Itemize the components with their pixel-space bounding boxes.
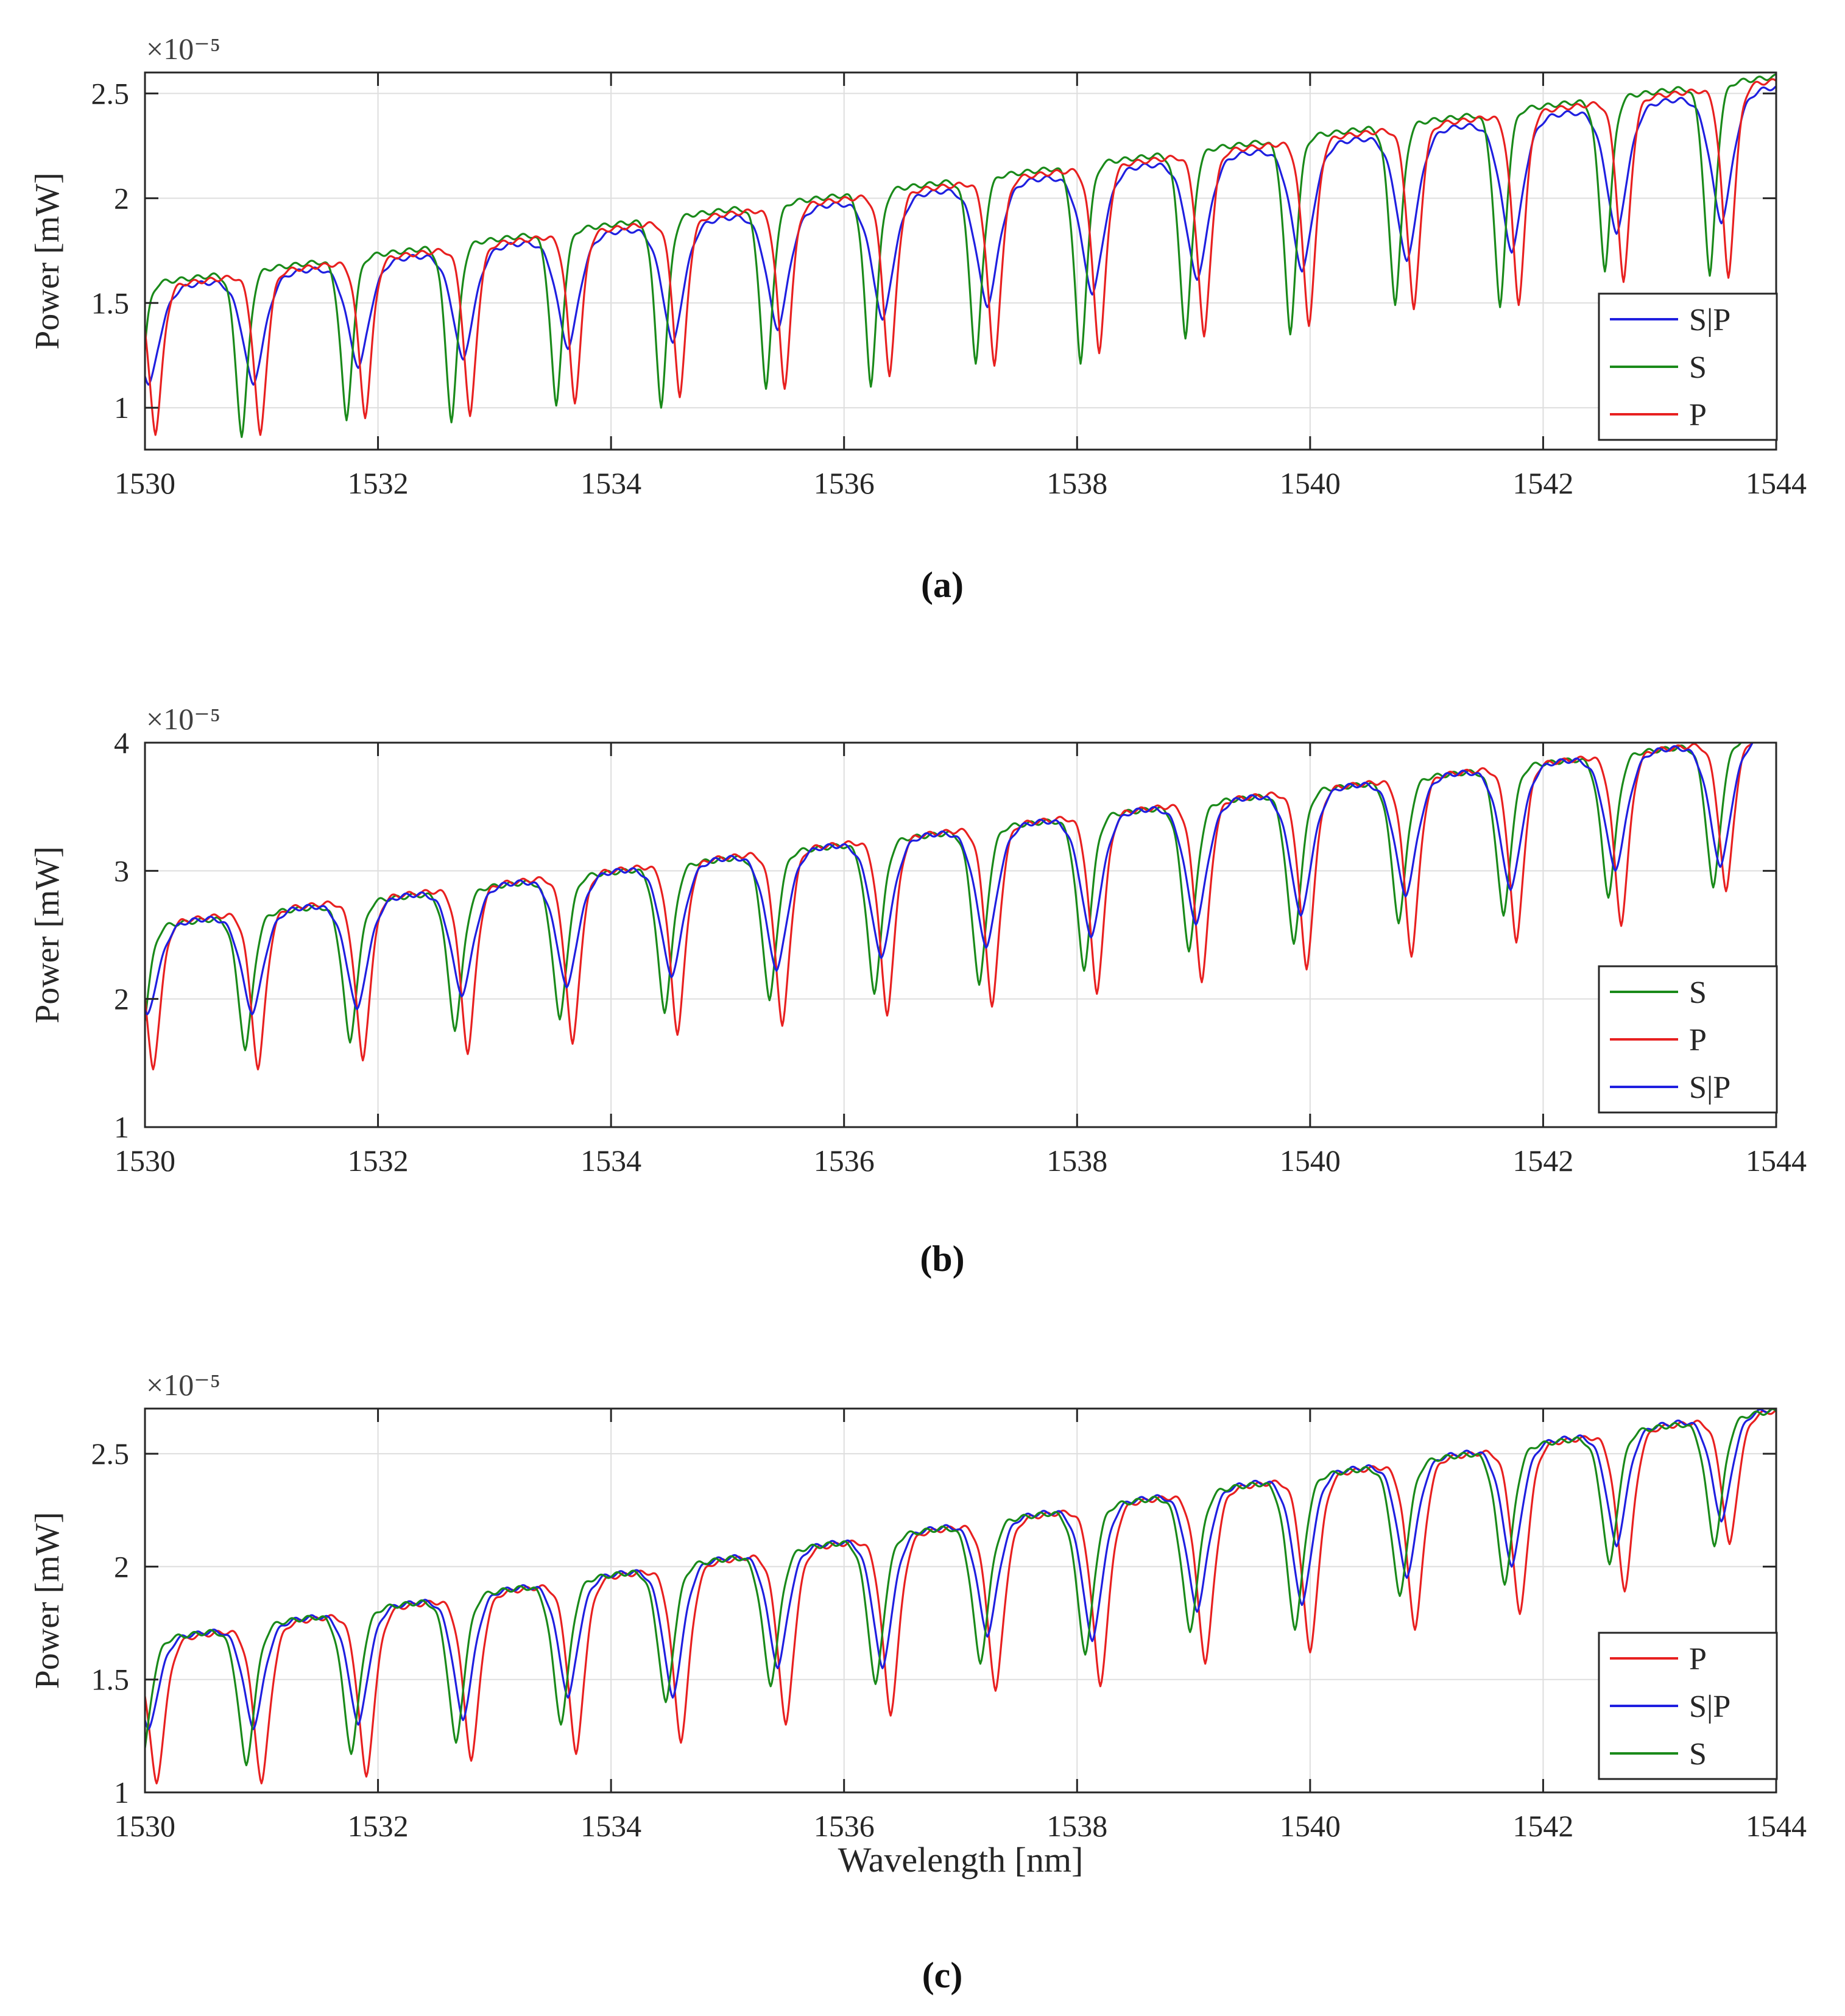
series-line-s — [145, 1409, 1776, 1767]
x-tick-label: 1544 — [1746, 1144, 1807, 1178]
plot-area — [145, 1409, 1776, 1784]
x-tick-label: 1536 — [814, 1144, 875, 1178]
y-axis-label: Power [mW] — [29, 1512, 66, 1689]
x-tick-label: 1542 — [1512, 1809, 1573, 1843]
legend: SP S|P — [1598, 965, 1778, 1114]
y-tick-label: 1 — [114, 391, 129, 425]
legend-label: S|P — [1689, 1070, 1730, 1105]
legend: S|P SP — [1598, 292, 1778, 441]
y-tick-label: 2 — [114, 181, 129, 215]
x-tick-label: 1542 — [1512, 1144, 1573, 1178]
y-tick-label: 1 — [114, 1775, 129, 1809]
panel-caption: (b) — [920, 1239, 964, 1279]
y-tick-label: 2 — [114, 1549, 129, 1583]
x-tick-label: 1536 — [814, 466, 875, 500]
grid — [144, 742, 1777, 1128]
y-tick-label: 2.5 — [91, 76, 130, 110]
legend-label: S — [1689, 1737, 1707, 1772]
y-tick-label: 1 — [114, 1110, 129, 1144]
series-line-s-p — [145, 85, 1776, 386]
legend-label: P — [1689, 1023, 1707, 1058]
grid — [144, 73, 1777, 450]
legend-label: S|P — [1689, 1689, 1730, 1724]
y-tick-label: 1.5 — [91, 286, 130, 320]
x-tick-label: 1530 — [115, 466, 175, 500]
legend-label: P — [1689, 1642, 1707, 1677]
legend-label: P — [1689, 398, 1707, 433]
panel-caption: (c) — [922, 1955, 963, 1995]
series-line-p — [145, 78, 1776, 436]
legend-label: S|P — [1689, 303, 1730, 338]
x-tick-label: 1544 — [1746, 1809, 1807, 1843]
x-tick-label: 1542 — [1512, 466, 1573, 500]
plot-area — [145, 743, 1754, 1070]
y-axis-label: Power [mW] — [29, 172, 66, 350]
y-tick-label: 3 — [114, 854, 129, 888]
x-tick-label: 1538 — [1046, 1809, 1107, 1843]
legend-label: S — [1689, 975, 1707, 1010]
x-tick-label: 1532 — [348, 1809, 409, 1843]
exponent-label: ×10⁻⁵ — [146, 702, 220, 736]
x-axis-label: Wavelength [nm] — [838, 1840, 1084, 1880]
x-tick-label: 1534 — [580, 1144, 641, 1178]
x-tick-label: 1536 — [814, 1809, 875, 1843]
axes-box — [144, 741, 1777, 1128]
legend: P S|P S — [1598, 1632, 1778, 1780]
x-tick-label: 1540 — [1280, 1144, 1341, 1178]
x-tick-label: 1540 — [1280, 466, 1341, 500]
chart-panel-c: 1530 1532 1534 1536 1538 1540 1542 1544 1 1.5 2 2.5… — [29, 1368, 1807, 1995]
y-tick-label: 1.5 — [91, 1663, 130, 1697]
series-line-s — [145, 743, 1743, 1052]
exponent-label: ×10⁻⁵ — [146, 32, 220, 66]
plot-area — [145, 73, 1776, 439]
x-tick-label: 1538 — [1046, 466, 1107, 500]
x-tick-label: 1544 — [1746, 466, 1807, 500]
x-tick-label: 1540 — [1280, 1809, 1341, 1843]
exponent-label: ×10⁻⁵ — [146, 1368, 220, 1402]
series-line-s-p — [145, 743, 1754, 1016]
x-tick-label: 1534 — [580, 466, 641, 500]
series-line-p — [145, 743, 1754, 1070]
y-tick-label: 2 — [114, 982, 129, 1016]
axes-box — [144, 1407, 1777, 1794]
legend-label: S — [1689, 350, 1707, 385]
x-tick-label: 1532 — [348, 1144, 409, 1178]
y-axis-label: Power [mW] — [29, 846, 66, 1024]
panel-caption: (a) — [921, 565, 964, 605]
x-tick-label: 1530 — [115, 1809, 175, 1843]
x-tick-label: 1530 — [115, 1144, 175, 1178]
x-tick-label: 1538 — [1046, 1144, 1107, 1178]
series-line-s — [145, 73, 1776, 439]
x-tick-label: 1534 — [580, 1809, 641, 1843]
series-line-s-p — [145, 1409, 1774, 1730]
x-tick-label: 1532 — [348, 466, 409, 500]
y-tick-label: 2.5 — [91, 1437, 130, 1471]
y-tick-label: 4 — [114, 726, 129, 760]
axes-box — [144, 71, 1777, 451]
chart-panel-a: 1530 1532 1534 1536 1538 1540 1542 1544 1 1.5 2 2.5… — [29, 32, 1807, 605]
chart-panel-b: 1530 1532 1534 1536 1538 1540 1542 1544 1 2 3 4 ×10⁻… — [29, 702, 1807, 1279]
